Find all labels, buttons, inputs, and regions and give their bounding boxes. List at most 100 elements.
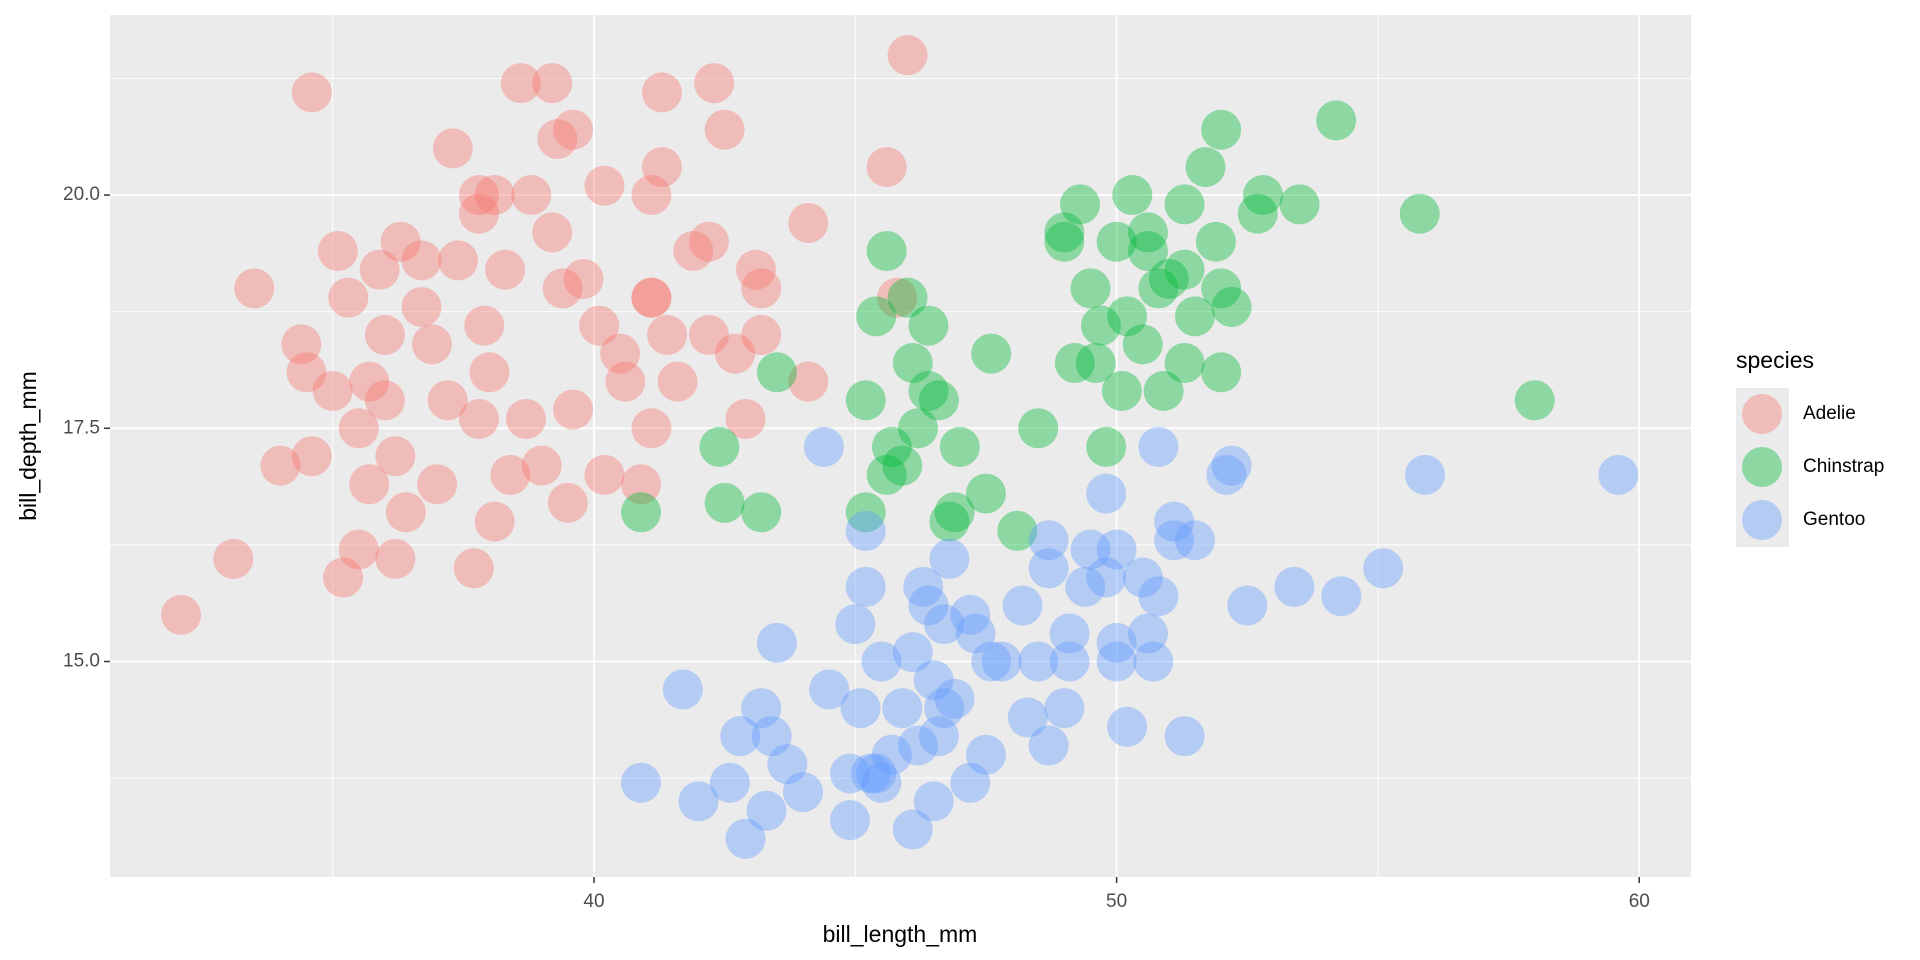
- point: [1211, 286, 1252, 327]
- point: [657, 361, 698, 402]
- point: [349, 464, 390, 505]
- point: [1127, 613, 1168, 654]
- point: [856, 753, 897, 794]
- point: [704, 109, 745, 150]
- point: [767, 744, 808, 785]
- point: [866, 231, 907, 272]
- point: [338, 529, 379, 570]
- point: [715, 333, 756, 374]
- x-tick-label: 50: [1106, 891, 1127, 912]
- point: [647, 314, 688, 355]
- point: [438, 240, 479, 281]
- point: [1049, 613, 1090, 654]
- point: [934, 678, 975, 719]
- point: [882, 688, 923, 729]
- point: [375, 436, 416, 477]
- point: [830, 800, 871, 841]
- y-tick-label: 20.0: [63, 184, 100, 205]
- point: [1138, 576, 1179, 617]
- point: [1070, 268, 1111, 309]
- point: [432, 128, 473, 169]
- point: [521, 445, 562, 486]
- point: [641, 72, 682, 113]
- point: [845, 510, 886, 551]
- point: [892, 342, 933, 383]
- point: [364, 314, 405, 355]
- point: [694, 63, 735, 104]
- point: [704, 482, 745, 523]
- point: [1086, 473, 1127, 514]
- point: [678, 781, 719, 822]
- point: [584, 454, 625, 495]
- point: [1044, 212, 1085, 253]
- point: [458, 193, 499, 234]
- point: [474, 501, 515, 542]
- point: [600, 333, 641, 374]
- point: [892, 632, 933, 673]
- point: [903, 566, 944, 607]
- point: [1399, 193, 1440, 234]
- point: [1122, 557, 1163, 598]
- point: [312, 370, 353, 411]
- point: [741, 688, 782, 729]
- point: [673, 231, 714, 272]
- point: [1107, 296, 1148, 337]
- point: [1049, 641, 1090, 682]
- point: [1514, 380, 1555, 421]
- point: [1065, 566, 1106, 607]
- x-tick-label: 60: [1629, 891, 1650, 912]
- point: [1154, 520, 1195, 561]
- point: [1044, 688, 1085, 729]
- point: [411, 324, 452, 365]
- point: [887, 277, 928, 318]
- point: [500, 63, 541, 104]
- x-tick-label: 40: [583, 891, 604, 912]
- point: [1363, 548, 1404, 589]
- point: [845, 492, 886, 533]
- point: [161, 594, 202, 635]
- point: [286, 352, 327, 393]
- point: [323, 557, 364, 598]
- point: [1175, 520, 1216, 561]
- legend-key: [1742, 447, 1782, 487]
- point: [1201, 352, 1242, 393]
- point: [892, 809, 933, 850]
- point: [1075, 342, 1116, 383]
- point: [924, 688, 965, 729]
- point: [1044, 221, 1085, 262]
- point: [1138, 426, 1179, 467]
- x-axis-title: bill_length_mm: [823, 921, 978, 947]
- point: [898, 408, 939, 449]
- point: [924, 604, 965, 645]
- point: [532, 63, 573, 104]
- point: [866, 454, 907, 495]
- point: [532, 212, 573, 253]
- point: [1143, 370, 1184, 411]
- point: [1070, 529, 1111, 570]
- point: [929, 538, 970, 579]
- point: [871, 734, 912, 775]
- point: [1080, 305, 1121, 346]
- point: [709, 762, 750, 803]
- point: [871, 426, 912, 467]
- point: [971, 641, 1012, 682]
- point: [725, 398, 766, 439]
- point: [913, 660, 954, 701]
- point: [1028, 520, 1069, 561]
- point: [950, 594, 991, 635]
- point: [631, 277, 672, 318]
- point: [1018, 641, 1059, 682]
- legend-key-background: [1736, 388, 1789, 441]
- axes: 40 50 60 15.0 17.5 20.0: [63, 184, 1650, 912]
- point: [1086, 426, 1127, 467]
- point: [234, 268, 275, 309]
- point: [1175, 296, 1216, 337]
- point: [1164, 716, 1205, 757]
- point: [291, 436, 332, 477]
- point: [213, 538, 254, 579]
- legend-title: species: [1736, 347, 1814, 373]
- point: [579, 305, 620, 346]
- point: [965, 734, 1006, 775]
- point: [537, 119, 578, 160]
